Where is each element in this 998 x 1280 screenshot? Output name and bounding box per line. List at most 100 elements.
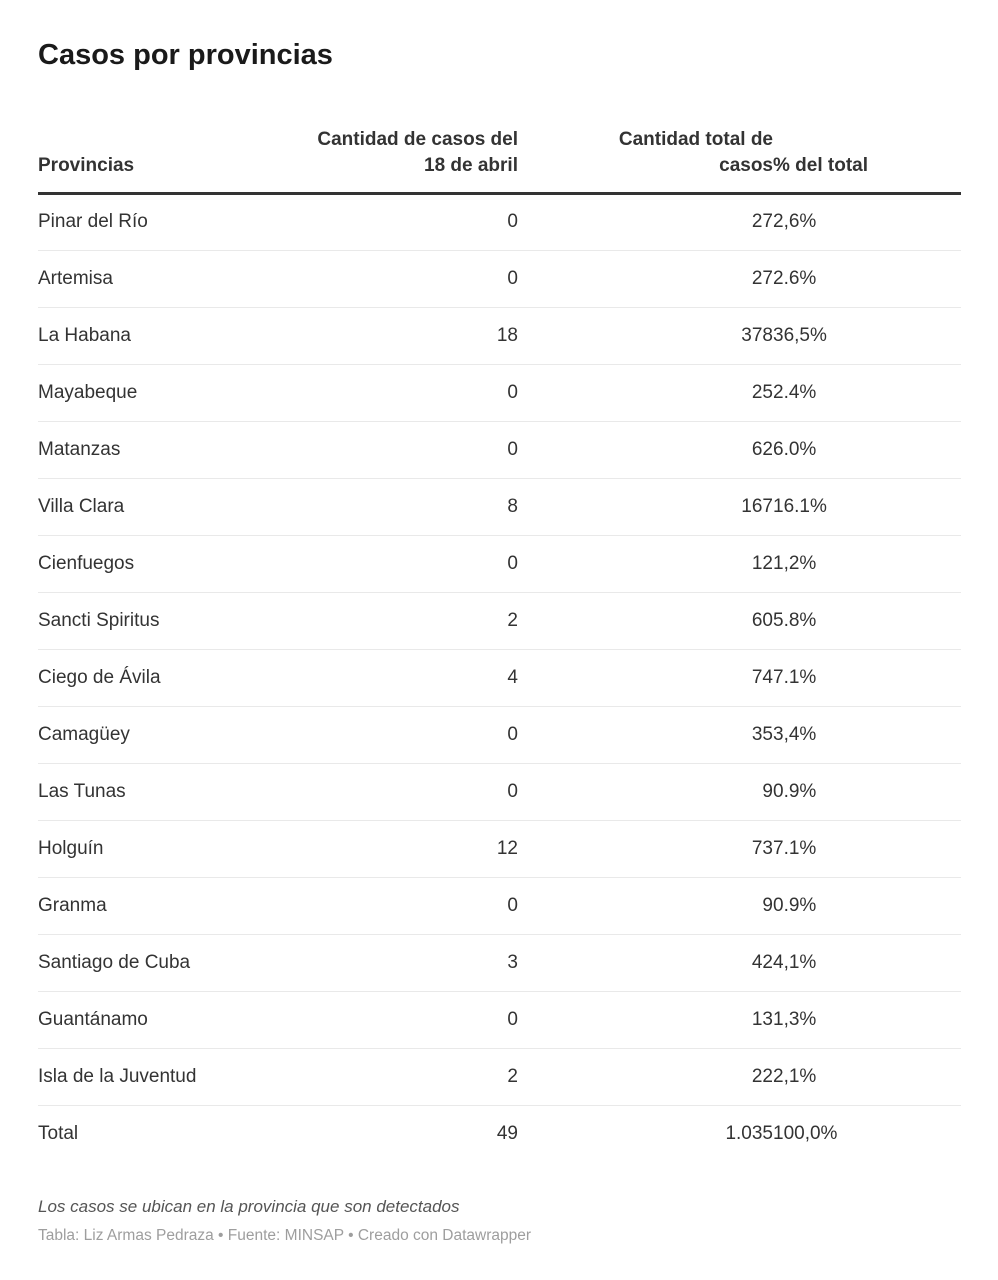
cell-total_cases: 73 bbox=[518, 820, 773, 878]
cell-total_cases: 74 bbox=[518, 649, 773, 707]
cell-province: Isla de la Juventud bbox=[38, 1048, 288, 1106]
cell-province: Guantánamo bbox=[38, 991, 288, 1049]
column-header-line: Cantidad de casos del bbox=[317, 128, 518, 150]
cell-pct_total: 7.1% bbox=[773, 820, 961, 878]
table-row: Isla de la Juventud 2 22 2,1% bbox=[38, 1048, 961, 1106]
cell-total_cases: 9 bbox=[518, 763, 773, 821]
column-header-total_cases: Cantidad total de casos bbox=[518, 126, 773, 195]
cell-pct_total: 2,1% bbox=[773, 1048, 961, 1106]
cell-total_cases: 13 bbox=[518, 991, 773, 1049]
cell-pct_total: 1,2% bbox=[773, 535, 961, 593]
table-row: Santiago de Cuba 3 42 4,1% bbox=[38, 934, 961, 992]
cell-province: Matanzas bbox=[38, 421, 288, 479]
cell-new_cases: 2 bbox=[288, 592, 518, 650]
column-header-line: 18 de abril bbox=[424, 154, 518, 176]
cell-province: Granma bbox=[38, 877, 288, 935]
table-header: Provincias Cantidad de casos del 18 de abr… bbox=[38, 126, 961, 195]
cell-pct_total: 36,5% bbox=[773, 307, 961, 365]
cell-pct_total: 100,0% bbox=[773, 1123, 838, 1145]
cell-province: Holguín bbox=[38, 820, 288, 878]
column-header-pct_total: % del total bbox=[773, 126, 961, 195]
cell-new_cases: 49 bbox=[496, 1123, 518, 1145]
cell-pct_total: 16.1% bbox=[773, 478, 961, 536]
cell-total_cases: 62 bbox=[518, 421, 773, 479]
cell-new_cases: 0 bbox=[288, 421, 518, 479]
table-row: Sancti Spiritus 2 60 5.8% bbox=[38, 592, 961, 650]
cell-total_cases: 42 bbox=[518, 934, 773, 992]
cell-province: Sancti Spiritus bbox=[38, 592, 288, 650]
cell-pct_total: 0.9% bbox=[773, 763, 961, 821]
cell-total_cases: 9 bbox=[518, 877, 773, 935]
cell-new_cases: 0 bbox=[288, 877, 518, 935]
cell-pct_total: 0.9% bbox=[773, 877, 961, 935]
cell-total_cases: 12 bbox=[518, 535, 773, 593]
cell-province: Pinar del Río bbox=[38, 193, 288, 251]
cases-by-province-table: Provincias Cantidad de casos del 18 de abr… bbox=[38, 126, 961, 1163]
cell-new_cases: 8 bbox=[288, 478, 518, 536]
cell-province: Artemisa bbox=[38, 250, 288, 308]
cell-new_cases: 0 bbox=[288, 250, 518, 308]
table-body: Pinar del Río 0 27 2,6% Artemisa 0 27 2.6% La Ha… bbox=[38, 193, 961, 1162]
cell-province: Ciego de Ávila bbox=[38, 649, 288, 707]
cell-total_cases: 167 bbox=[518, 478, 773, 536]
cell-total_cases: 60 bbox=[518, 592, 773, 650]
table-row: La Habana 18 378 36,5% bbox=[38, 307, 961, 365]
cell-new_cases: 18 bbox=[288, 307, 518, 365]
table-row: Villa Clara 8 167 16.1% bbox=[38, 478, 961, 536]
cell-province: Santiago de Cuba bbox=[38, 934, 288, 992]
cell-pct_total: 2.6% bbox=[773, 250, 961, 308]
cell-total_cases: 22 bbox=[518, 1048, 773, 1106]
table-header-row: Provincias Cantidad de casos del 18 de abr… bbox=[38, 126, 961, 195]
table-row: Las Tunas 0 9 0.9% bbox=[38, 763, 961, 821]
cell-new_cases: 0 bbox=[288, 991, 518, 1049]
table-row: Granma 0 9 0.9% bbox=[38, 877, 961, 935]
cell-new_cases: 0 bbox=[288, 706, 518, 764]
table-footer: Los casos se ubican en la provincia que … bbox=[38, 1195, 961, 1246]
cell-pct_total: 6.0% bbox=[773, 421, 961, 479]
table-row: Guantánamo 0 13 1,3% bbox=[38, 991, 961, 1049]
credit-line: Tabla: Liz Armas Pedraza • Fuente: MINSA… bbox=[38, 1227, 532, 1245]
cell-province: Villa Clara bbox=[38, 478, 288, 536]
column-header-line: casos bbox=[719, 154, 773, 176]
table-row: Artemisa 0 27 2.6% bbox=[38, 250, 961, 308]
cell-new_cases: 3 bbox=[288, 934, 518, 992]
cell-new_cases: 2 bbox=[288, 1048, 518, 1106]
table-row: Camagüey 0 35 3,4% bbox=[38, 706, 961, 764]
table-row: Matanzas 0 62 6.0% bbox=[38, 421, 961, 479]
cell-new_cases: 0 bbox=[288, 193, 518, 251]
table-total-row: Total 49 1.035 100,0% bbox=[38, 1105, 961, 1162]
cell-total_cases: 27 bbox=[518, 250, 773, 308]
cell-province: La Habana bbox=[38, 307, 288, 365]
cell-province: Cienfuegos bbox=[38, 535, 288, 593]
cell-pct_total: 5.8% bbox=[773, 592, 961, 650]
cell-pct_total: 7.1% bbox=[773, 649, 961, 707]
table-row: Cienfuegos 0 12 1,2% bbox=[38, 535, 961, 593]
table-row: Ciego de Ávila 4 74 7.1% bbox=[38, 649, 961, 707]
cell-new_cases: 0 bbox=[288, 535, 518, 593]
cell-province: Total bbox=[38, 1123, 79, 1145]
footnote: Los casos se ubican en la provincia que … bbox=[38, 1197, 460, 1217]
column-header-line: Provincias bbox=[38, 154, 135, 176]
column-header-new_cases: Cantidad de casos del 18 de abril bbox=[288, 126, 518, 195]
cell-pct_total: 3,4% bbox=[773, 706, 961, 764]
cell-province: Mayabeque bbox=[38, 364, 288, 422]
table-row: Mayabeque 0 25 2.4% bbox=[38, 364, 961, 422]
cell-province: Camagüey bbox=[38, 706, 288, 764]
cell-new_cases: 0 bbox=[288, 763, 518, 821]
cell-new_cases: 4 bbox=[288, 649, 518, 707]
cell-total_cases: 378 bbox=[518, 307, 773, 365]
table-row: Holguín 12 73 7.1% bbox=[38, 820, 961, 878]
cell-province: Las Tunas bbox=[38, 763, 288, 821]
cell-pct_total: 1,3% bbox=[773, 991, 961, 1049]
page-title: Casos por provincias bbox=[38, 39, 333, 71]
column-header-line: % del total bbox=[773, 154, 869, 176]
cell-new_cases: 12 bbox=[288, 820, 518, 878]
cell-new_cases: 0 bbox=[288, 364, 518, 422]
column-header-province: Provincias bbox=[38, 126, 288, 195]
cell-total_cases: 27 bbox=[518, 193, 773, 251]
column-header-line: Cantidad total de bbox=[618, 128, 773, 150]
cell-total_cases: 1.035 bbox=[725, 1123, 773, 1145]
cell-total_cases: 35 bbox=[518, 706, 773, 764]
cell-pct_total: 2.4% bbox=[773, 364, 961, 422]
